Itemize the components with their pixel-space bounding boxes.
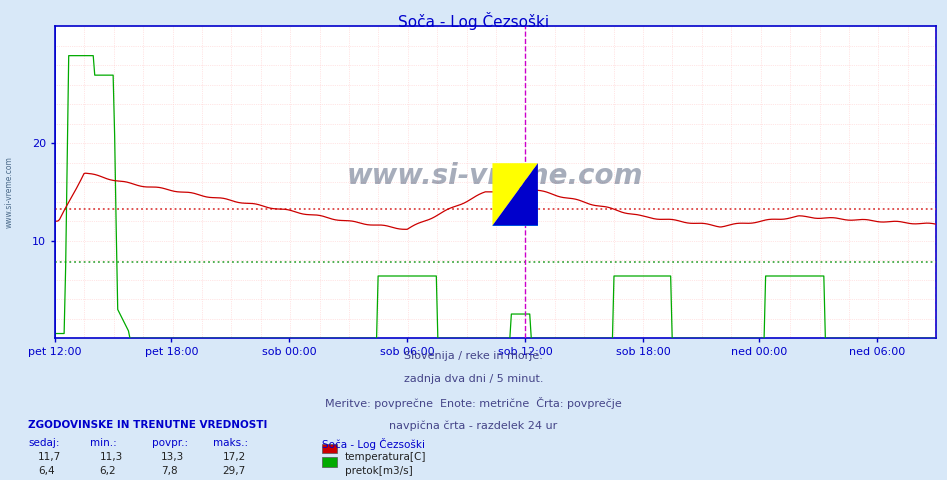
Text: 13,3: 13,3 bbox=[161, 452, 185, 462]
Text: www.si-vreme.com: www.si-vreme.com bbox=[347, 162, 644, 190]
Text: www.si-vreme.com: www.si-vreme.com bbox=[5, 156, 14, 228]
Text: 11,7: 11,7 bbox=[38, 452, 62, 462]
Text: 11,3: 11,3 bbox=[99, 452, 123, 462]
Text: ZGODOVINSKE IN TRENUTNE VREDNOSTI: ZGODOVINSKE IN TRENUTNE VREDNOSTI bbox=[28, 420, 268, 430]
Text: temperatura[C]: temperatura[C] bbox=[345, 452, 426, 462]
Text: pretok[m3/s]: pretok[m3/s] bbox=[345, 466, 413, 476]
Text: Soča - Log Čezsoški: Soča - Log Čezsoški bbox=[398, 12, 549, 30]
Text: 7,8: 7,8 bbox=[161, 466, 178, 476]
Text: maks.:: maks.: bbox=[213, 438, 248, 448]
Polygon shape bbox=[492, 163, 538, 226]
Text: 29,7: 29,7 bbox=[223, 466, 246, 476]
Text: navpična črta - razdelek 24 ur: navpična črta - razdelek 24 ur bbox=[389, 420, 558, 431]
Text: povpr.:: povpr.: bbox=[152, 438, 188, 448]
Text: min.:: min.: bbox=[90, 438, 116, 448]
Text: 17,2: 17,2 bbox=[223, 452, 246, 462]
Text: Soča - Log Čezsoški: Soča - Log Čezsoški bbox=[322, 438, 425, 450]
Text: 6,4: 6,4 bbox=[38, 466, 55, 476]
Polygon shape bbox=[492, 163, 538, 226]
Text: zadnja dva dni / 5 minut.: zadnja dva dni / 5 minut. bbox=[403, 374, 544, 384]
Text: Meritve: povprečne  Enote: metrične  Črta: povprečje: Meritve: povprečne Enote: metrične Črta:… bbox=[325, 397, 622, 409]
Text: sedaj:: sedaj: bbox=[28, 438, 60, 448]
Text: Slovenija / reke in morje.: Slovenija / reke in morje. bbox=[404, 351, 543, 361]
Polygon shape bbox=[492, 191, 538, 226]
Text: 6,2: 6,2 bbox=[99, 466, 116, 476]
